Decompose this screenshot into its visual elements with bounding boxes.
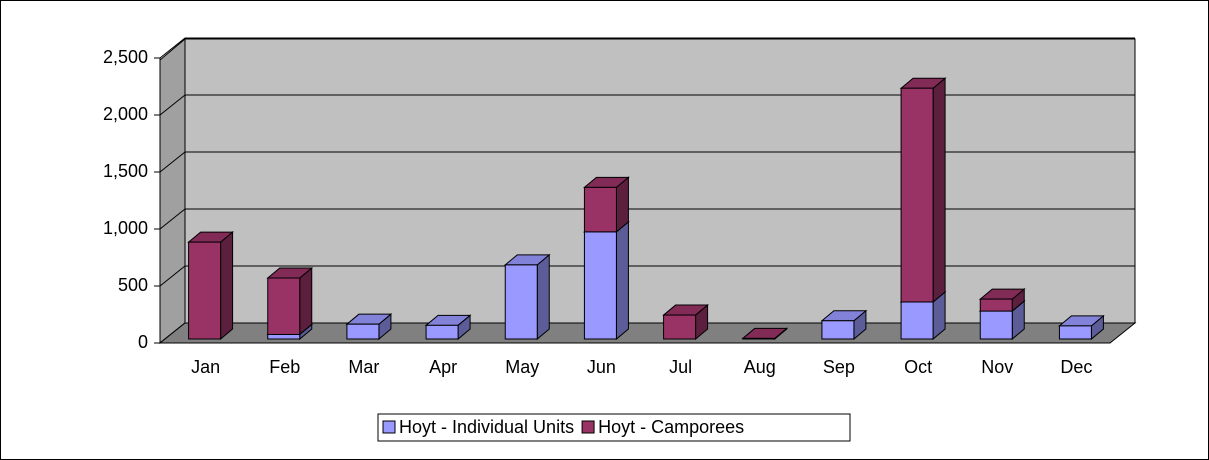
legend-swatch <box>581 420 595 434</box>
x-tick-label: Mar <box>348 357 379 377</box>
bar <box>267 277 301 335</box>
x-tick-label: Dec <box>1060 357 1092 377</box>
x-tick-label: Nov <box>981 357 1013 377</box>
bar <box>1058 325 1092 340</box>
x-tick-label: Aug <box>744 357 776 377</box>
bar <box>742 337 776 340</box>
bar <box>663 314 697 340</box>
bar <box>267 333 301 340</box>
y-tick-label: 0 <box>138 332 148 352</box>
x-tick-label: May <box>505 357 539 377</box>
bar <box>583 186 617 233</box>
y-tick-label: 1,500 <box>103 161 148 181</box>
bar-side <box>615 220 629 341</box>
legend: Hoyt - Individual Units Hoyt - Camporees <box>377 413 851 442</box>
bar-side <box>932 77 946 304</box>
floor <box>158 322 1137 344</box>
legend-label: Hoyt - Individual Units <box>399 417 574 437</box>
bar <box>346 323 380 340</box>
y-tick-label: 1,000 <box>103 218 148 238</box>
bar <box>188 241 222 340</box>
grid-line <box>159 265 186 287</box>
bar <box>425 324 459 340</box>
bar <box>979 298 1013 312</box>
x-tick-label: Feb <box>269 357 300 377</box>
bar-side <box>299 266 313 336</box>
x-tick-label: Sep <box>823 357 855 377</box>
side-wall <box>159 37 186 345</box>
grid-line <box>159 37 186 59</box>
bar <box>900 87 934 303</box>
bar-side <box>536 253 550 341</box>
x-tick-label: Jul <box>669 357 692 377</box>
back-wall <box>184 38 1136 324</box>
x-tick-label: Jun <box>587 357 616 377</box>
y-tick-label: 2,500 <box>103 47 148 67</box>
x-tick-label: Apr <box>429 357 457 377</box>
y-tick-label: 2,000 <box>103 104 148 124</box>
grid-line <box>159 94 186 116</box>
grid-line <box>159 151 186 173</box>
x-tick-label: Jan <box>191 357 220 377</box>
x-tick-label: Oct <box>904 357 932 377</box>
bar <box>900 301 934 340</box>
bar-side <box>220 231 234 341</box>
legend-box <box>377 413 851 442</box>
bar <box>583 231 617 340</box>
grid-line <box>159 208 186 230</box>
y-tick-label: 500 <box>118 275 148 295</box>
bar <box>821 320 855 340</box>
legend-swatch <box>382 420 396 434</box>
bar <box>504 264 538 340</box>
bar <box>979 310 1013 340</box>
legend-label: Hoyt - Camporees <box>598 417 744 437</box>
